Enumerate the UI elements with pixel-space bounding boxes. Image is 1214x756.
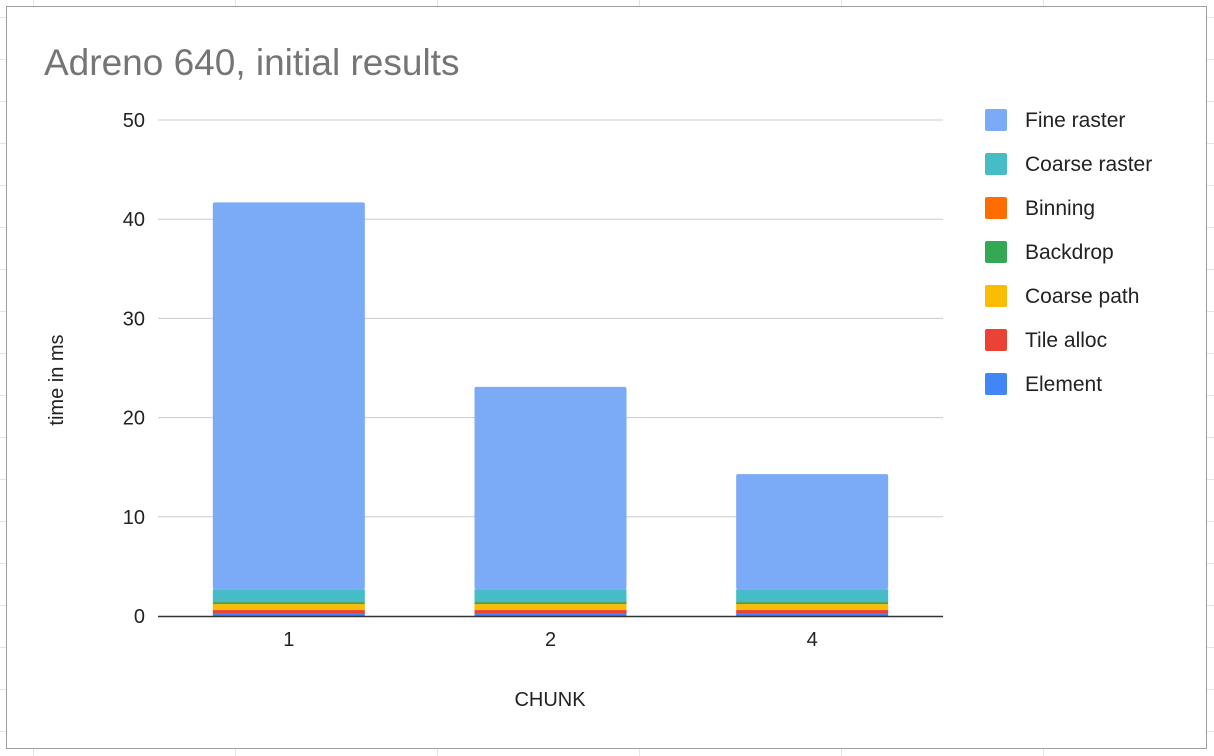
- legend-swatch: [985, 241, 1007, 263]
- legend-swatch: [985, 329, 1007, 351]
- bar-segment-backdrop[interactable]: [474, 602, 627, 605]
- bar-stack-4[interactable]: [736, 474, 889, 616]
- legend-swatch: [985, 109, 1007, 131]
- legend-item-binning[interactable]: Binning: [985, 197, 1095, 220]
- x-tick-label: 1: [283, 629, 294, 651]
- bar-segment-backdrop[interactable]: [212, 602, 365, 605]
- bar-segment-fine-raster[interactable]: [736, 474, 889, 590]
- x-axis-title: CHUNK: [514, 689, 586, 711]
- bar-segment-fine-raster[interactable]: [474, 386, 627, 590]
- bar-segment-tile-alloc[interactable]: [736, 610, 889, 614]
- bar-segment-tile-alloc[interactable]: [212, 610, 365, 614]
- bar-segment-coarse-path[interactable]: [474, 604, 627, 611]
- legend-label: Fine raster: [1025, 109, 1125, 132]
- y-tick-label: 30: [123, 308, 145, 330]
- bar-segment-coarse-raster[interactable]: [736, 589, 889, 602]
- x-tick-label: 2: [545, 629, 556, 651]
- legend-swatch: [985, 197, 1007, 219]
- legend-item-tile-alloc[interactable]: Tile alloc: [985, 329, 1107, 352]
- bar-segment-element[interactable]: [212, 613, 365, 616]
- bar-segment-backdrop[interactable]: [736, 602, 889, 605]
- legend: Fine raster Coarse raster Binning Backdrop C…: [985, 109, 1152, 396]
- bar-segment-coarse-path[interactable]: [212, 604, 365, 611]
- legend-label: Coarse raster: [1025, 153, 1152, 176]
- legend-label: Backdrop: [1025, 241, 1114, 264]
- bar-segment-binning[interactable]: [212, 601, 365, 603]
- y-tick-label: 50: [123, 110, 145, 132]
- bar-segment-element[interactable]: [474, 613, 627, 616]
- bars: [212, 202, 889, 616]
- chart-title: Adreno 640, initial results: [44, 42, 459, 83]
- legend-item-coarse-path[interactable]: Coarse path: [985, 285, 1139, 308]
- bar-segment-fine-raster[interactable]: [212, 202, 365, 590]
- bar-stack-2[interactable]: [474, 386, 627, 616]
- y-tick-label: 10: [123, 507, 145, 529]
- legend-item-fine-raster[interactable]: Fine raster: [985, 109, 1125, 132]
- y-axis-ticks: 0 10 20 30 40 50: [123, 110, 145, 628]
- bar-segment-coarse-path[interactable]: [736, 604, 889, 611]
- legend-label: Element: [1025, 373, 1102, 396]
- legend-item-backdrop[interactable]: Backdrop: [985, 241, 1114, 264]
- legend-swatch: [985, 373, 1007, 395]
- bar-segment-tile-alloc[interactable]: [474, 610, 627, 614]
- legend-item-element[interactable]: Element: [985, 373, 1102, 396]
- legend-label: Binning: [1025, 197, 1095, 220]
- legend-swatch: [985, 153, 1007, 175]
- y-tick-label: 0: [134, 606, 145, 628]
- x-axis-ticks: 1 2 4: [283, 629, 817, 651]
- bar-segment-element[interactable]: [736, 613, 889, 616]
- bar-segment-binning[interactable]: [736, 601, 889, 603]
- y-tick-label: 20: [123, 408, 145, 430]
- y-tick-label: 40: [123, 209, 145, 231]
- legend-swatch: [985, 285, 1007, 307]
- y-axis-title: time in ms: [46, 334, 68, 425]
- legend-item-coarse-raster[interactable]: Coarse raster: [985, 153, 1152, 176]
- bar-segment-coarse-raster[interactable]: [212, 589, 365, 602]
- bar-stack-1[interactable]: [212, 202, 365, 616]
- legend-label: Coarse path: [1025, 285, 1139, 308]
- bar-segment-binning[interactable]: [474, 601, 627, 603]
- x-tick-label: 4: [807, 629, 818, 651]
- legend-label: Tile alloc: [1025, 329, 1107, 352]
- bar-segment-coarse-raster[interactable]: [474, 589, 627, 602]
